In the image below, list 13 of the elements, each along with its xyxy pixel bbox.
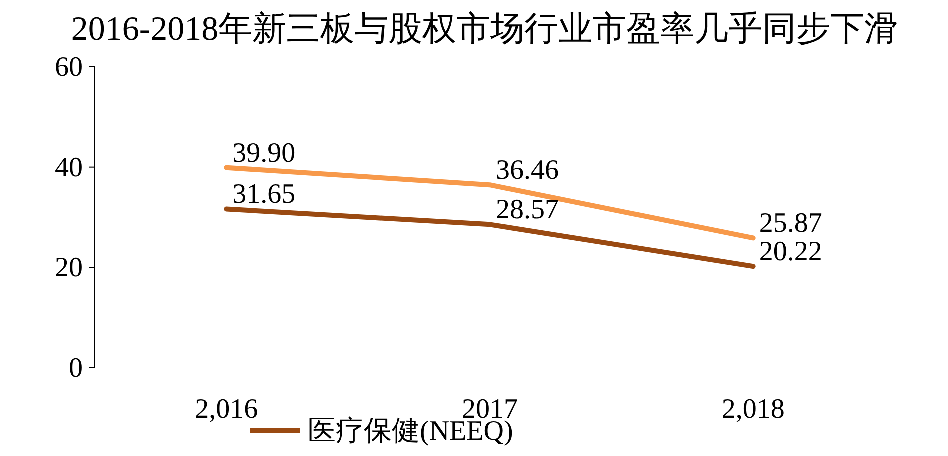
data-label: 39.90 xyxy=(232,138,296,169)
y-tick-label: 40 xyxy=(55,152,83,184)
data-label: 20.22 xyxy=(759,236,822,268)
y-tick-label: 0 xyxy=(69,353,83,384)
data-label: 28.57 xyxy=(496,194,559,226)
data-label: 36.46 xyxy=(496,155,559,186)
x-tick-label: 2,016 xyxy=(195,394,258,425)
y-tick-label: 60 xyxy=(55,52,83,83)
data-label: 31.65 xyxy=(232,179,296,210)
y-tick-label: 20 xyxy=(55,252,83,284)
chart-title: 2016-2018年新三板与股权市场行业市盈率几乎同步下滑 xyxy=(70,10,900,50)
data-label: 25.87 xyxy=(759,208,822,240)
x-tick-label: 2,018 xyxy=(722,394,785,425)
